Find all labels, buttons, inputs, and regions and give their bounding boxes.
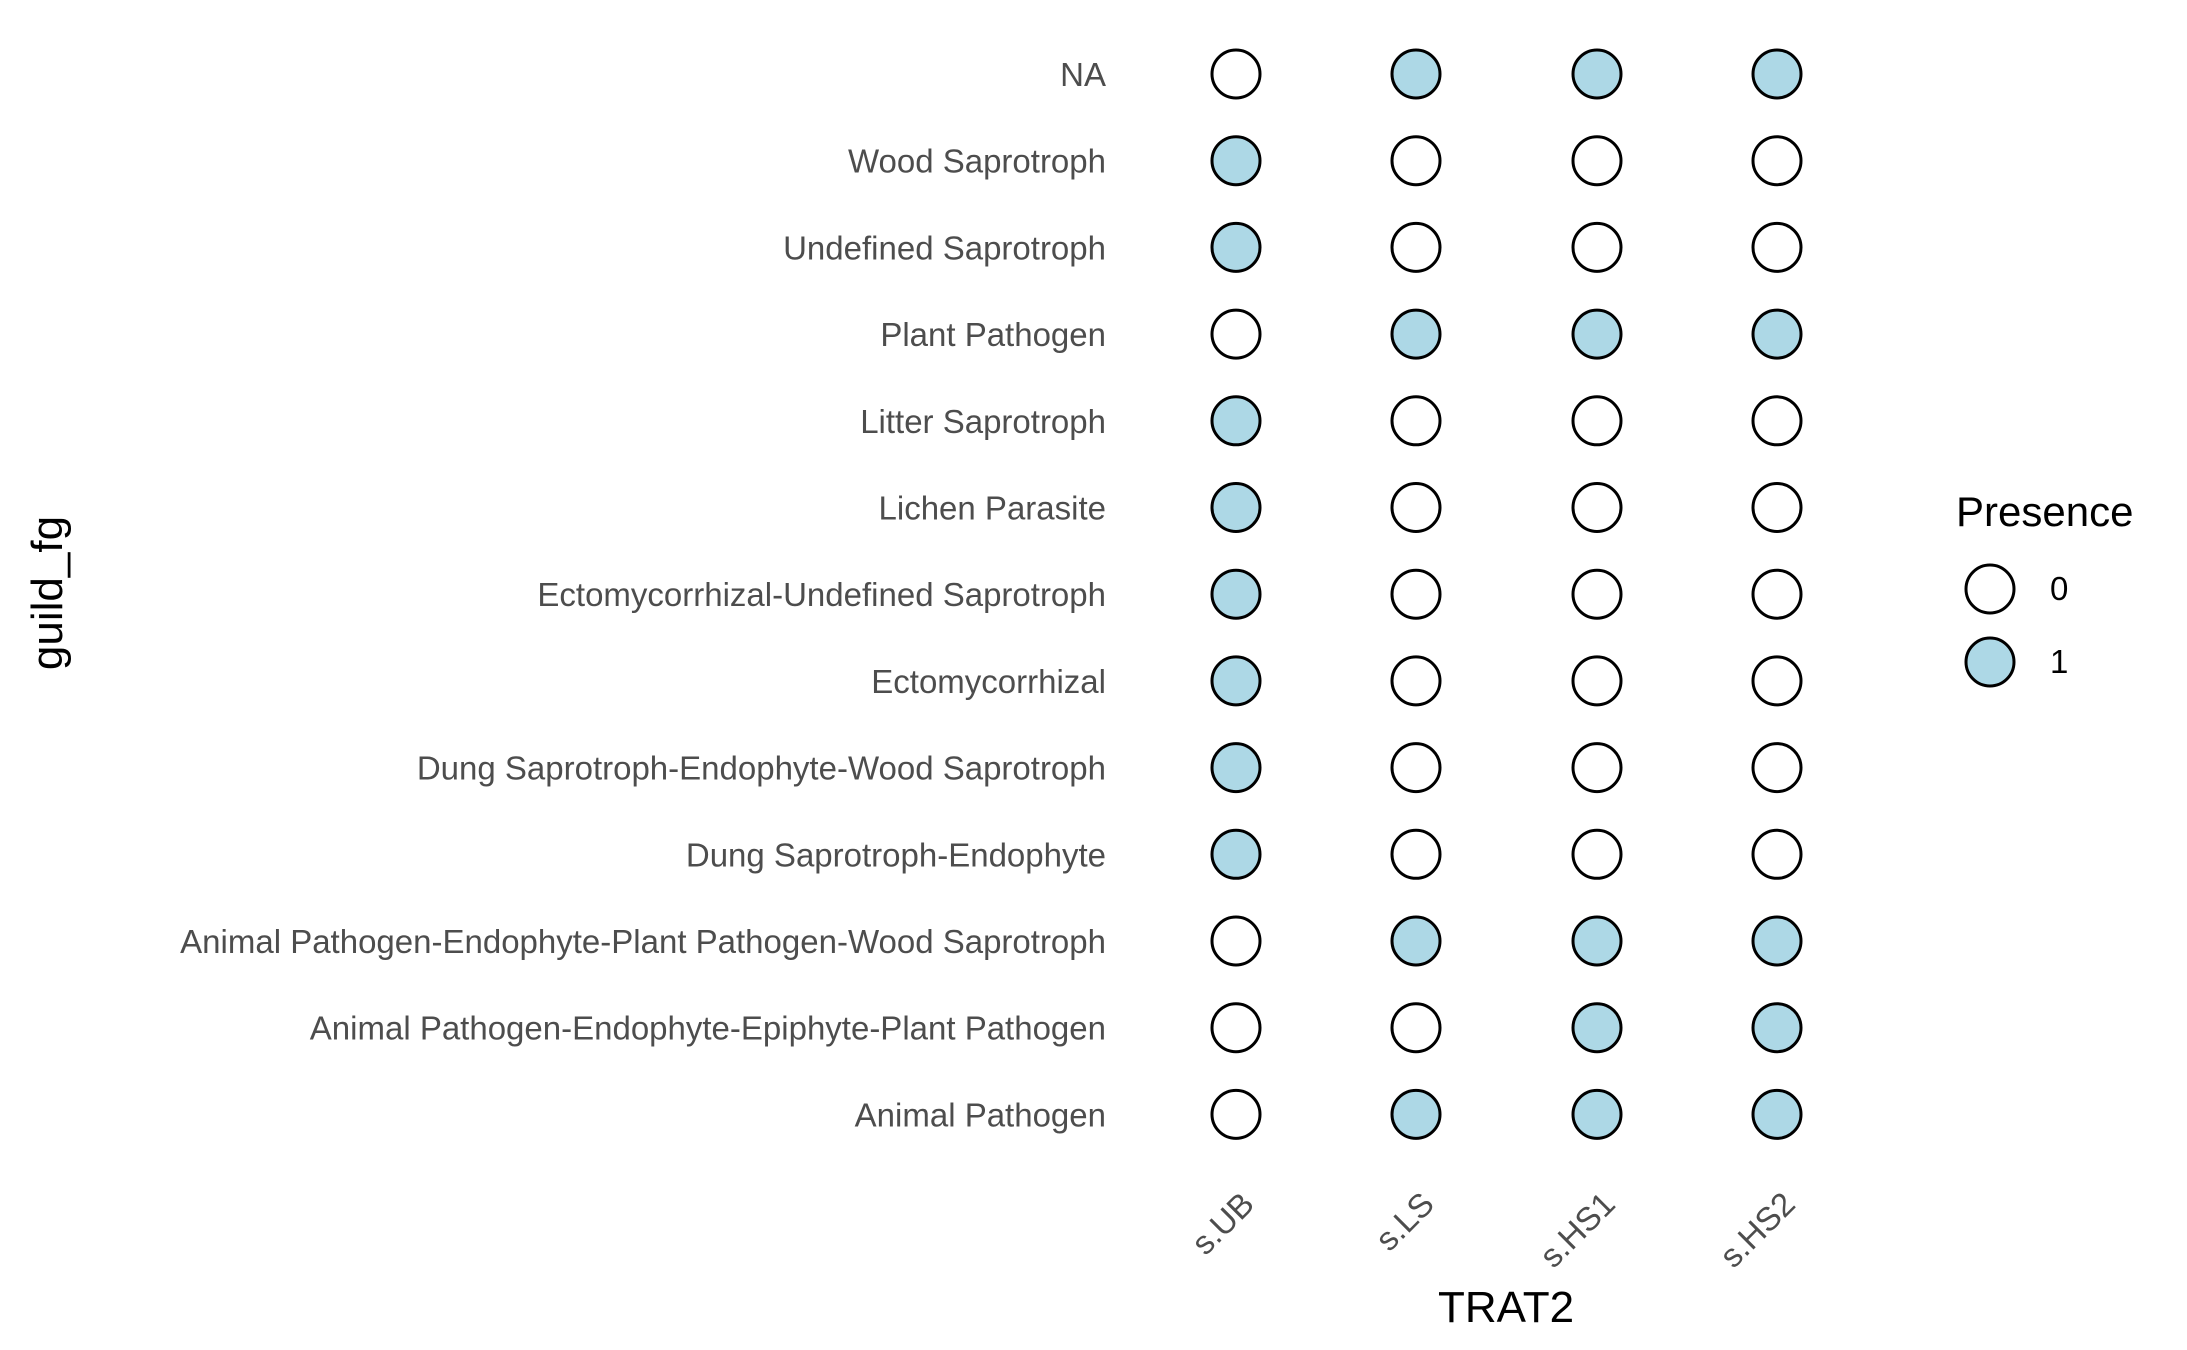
presence-point bbox=[1571, 742, 1623, 794]
y-tick-label: Undefined Saprotroph bbox=[783, 229, 1106, 266]
presence-point bbox=[1571, 395, 1623, 447]
y-tick-label: Dung Saprotroph-Endophyte-Wood Saprotrop… bbox=[417, 750, 1106, 787]
presence-point bbox=[1751, 482, 1803, 533]
presence-point bbox=[1210, 395, 1262, 447]
presence-point bbox=[1751, 568, 1803, 620]
presence-point bbox=[1571, 48, 1623, 100]
presence-point bbox=[1390, 1002, 1442, 1054]
y-tick-label: Animal Pathogen-Endophyte-Epiphyte-Plant… bbox=[310, 1010, 1106, 1047]
y-tick-label: Dung Saprotroph-Endophyte bbox=[686, 836, 1106, 873]
presence-point bbox=[1390, 915, 1442, 967]
legend-label-0: 0 bbox=[2050, 570, 2068, 607]
legend-entries: 01 bbox=[1964, 563, 2068, 688]
presence-point bbox=[1571, 135, 1623, 187]
presence-point bbox=[1751, 655, 1803, 707]
x-axis-tick-labels: s.UB s.LS s.HS1 s.HS2 bbox=[1184, 1185, 1802, 1275]
presence-point bbox=[1390, 221, 1442, 273]
y-tick-label: Ectomycorrhizal bbox=[871, 663, 1106, 700]
legend: Presence 01 bbox=[1956, 488, 2133, 688]
presence-point bbox=[1390, 655, 1442, 707]
x-axis-title: TRAT2 bbox=[1438, 1283, 1574, 1332]
presence-point bbox=[1390, 742, 1442, 794]
y-axis-title: guild_fg bbox=[23, 516, 72, 670]
presence-point bbox=[1751, 1002, 1803, 1054]
x-tick-label: s.HS2 bbox=[1712, 1185, 1802, 1275]
y-axis-tick-labels: NA Wood Saprotroph Undefined Saprotroph Pla… bbox=[180, 56, 1106, 1133]
presence-point bbox=[1210, 1002, 1262, 1054]
presence-point bbox=[1210, 308, 1262, 360]
presence-point bbox=[1390, 135, 1442, 187]
presence-point bbox=[1210, 48, 1262, 100]
x-tick-label: s.HS1 bbox=[1532, 1185, 1622, 1275]
presence-point bbox=[1210, 915, 1262, 967]
legend-key-0 bbox=[1964, 563, 2016, 615]
presence-point bbox=[1751, 48, 1803, 100]
presence-point bbox=[1751, 135, 1803, 187]
presence-point bbox=[1571, 915, 1623, 967]
presence-point bbox=[1751, 308, 1803, 360]
presence-point bbox=[1390, 568, 1442, 620]
y-tick-label: Animal Pathogen bbox=[855, 1096, 1106, 1133]
y-tick-label: Plant Pathogen bbox=[880, 316, 1106, 353]
y-tick-label: Litter Saprotroph bbox=[860, 403, 1106, 440]
y-tick-label: Animal Pathogen-Endophyte-Plant Pathogen… bbox=[180, 923, 1106, 960]
presence-point bbox=[1390, 828, 1442, 880]
presence-point bbox=[1751, 742, 1803, 794]
presence-point bbox=[1751, 828, 1803, 880]
presence-point bbox=[1210, 1088, 1262, 1140]
presence-point bbox=[1571, 1002, 1623, 1054]
presence-point bbox=[1751, 915, 1803, 967]
legend-key-1 bbox=[1964, 636, 2016, 688]
presence-point bbox=[1571, 1088, 1623, 1140]
legend-title: Presence bbox=[1956, 488, 2133, 535]
x-tick-label: s.LS bbox=[1368, 1185, 1441, 1258]
y-tick-label: Lichen Parasite bbox=[879, 490, 1106, 527]
presence-point bbox=[1571, 568, 1623, 620]
presence-point bbox=[1210, 482, 1262, 533]
legend-label-1: 1 bbox=[2050, 643, 2068, 680]
presence-point bbox=[1571, 482, 1623, 533]
y-tick-label: NA bbox=[1060, 56, 1106, 93]
presence-point bbox=[1571, 308, 1623, 360]
presence-point bbox=[1571, 828, 1623, 880]
presence-point bbox=[1751, 1088, 1803, 1140]
presence-point bbox=[1210, 568, 1262, 620]
presence-point bbox=[1390, 1088, 1442, 1140]
presence-point bbox=[1390, 395, 1442, 447]
presence-point bbox=[1390, 48, 1442, 100]
presence-point bbox=[1210, 828, 1262, 880]
presence-point bbox=[1571, 221, 1623, 273]
presence-point bbox=[1210, 221, 1262, 273]
presence-point bbox=[1390, 482, 1442, 533]
presence-point bbox=[1210, 742, 1262, 794]
x-tick-label: s.UB bbox=[1184, 1185, 1261, 1262]
chart-points bbox=[1210, 48, 1803, 1140]
presence-point bbox=[1751, 395, 1803, 447]
presence-point bbox=[1571, 655, 1623, 707]
presence-point bbox=[1210, 655, 1262, 707]
presence-point bbox=[1390, 308, 1442, 360]
y-tick-label: Ectomycorrhizal-Undefined Saprotroph bbox=[537, 576, 1106, 613]
y-tick-label: Wood Saprotroph bbox=[848, 143, 1106, 180]
presence-point bbox=[1751, 221, 1803, 273]
presence-point bbox=[1210, 135, 1262, 187]
